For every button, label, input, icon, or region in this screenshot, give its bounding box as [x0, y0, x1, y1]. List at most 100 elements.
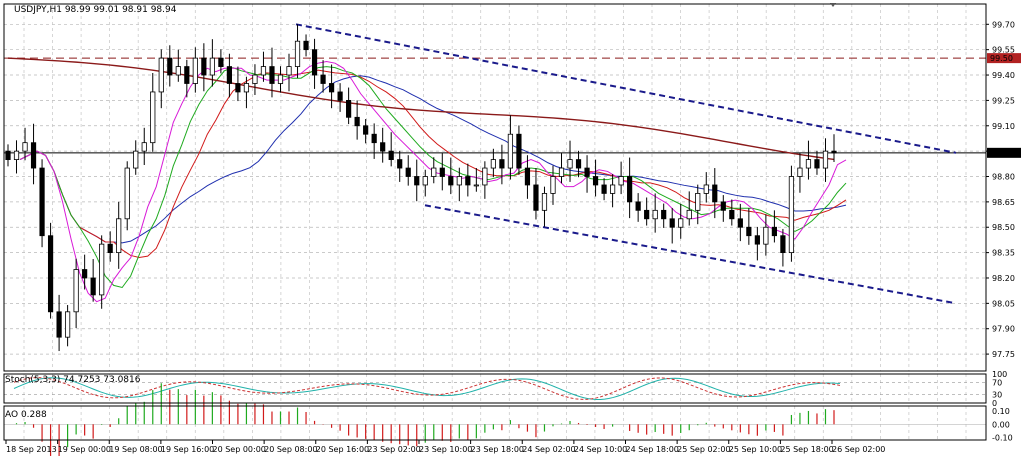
candle-body	[737, 218, 743, 228]
candle-body	[311, 49, 318, 76]
candle-body	[371, 133, 377, 144]
candle-body	[99, 243, 105, 296]
price-label: 99.50	[990, 54, 1013, 63]
candle-body	[116, 218, 122, 254]
candle-body	[831, 150, 837, 154]
candle-body	[363, 125, 369, 135]
candle-body	[218, 57, 224, 67]
awesome-oscillator-panel	[4, 383, 986, 456]
candle-body	[150, 91, 156, 144]
candle-body	[405, 167, 411, 177]
candle-body	[516, 133, 522, 169]
main-title: USDJPY,H1 98.99 99.01 98.91 98.94	[14, 5, 177, 15]
candle-body	[763, 226, 769, 245]
panel-frame	[3, 373, 987, 404]
candles	[5, 24, 837, 352]
stoch-y-tick-label: 30	[992, 390, 1002, 399]
candle-body	[465, 176, 471, 186]
candle-body	[448, 176, 454, 186]
candle-body	[346, 100, 352, 118]
candle-body	[56, 311, 62, 338]
x-tick-label: 19 Sep 08:00	[109, 445, 162, 454]
candle-body	[47, 235, 54, 313]
x-tick-label: 23 Sep 02:00	[367, 445, 420, 454]
panel-frame	[3, 405, 987, 441]
candle-body	[720, 201, 726, 211]
candle-body	[397, 159, 403, 169]
x-tick-label: 24 Sep 18:00	[626, 445, 679, 454]
candle-body	[39, 167, 45, 237]
moving-average-line	[19, 66, 847, 289]
y-tick-label: 98.80	[992, 173, 1015, 182]
candle-body	[729, 209, 735, 220]
candle-body	[303, 40, 309, 51]
candle-body	[456, 176, 462, 186]
y-tick-label: 99.55	[992, 46, 1015, 55]
moving-average-line	[7, 57, 835, 161]
candle-body	[133, 150, 139, 169]
stochastic-panel	[4, 377, 986, 400]
ao-y-tick-label: 0.00	[992, 420, 1010, 429]
candle-body	[431, 167, 437, 177]
candle-body	[635, 201, 641, 211]
ao-y-tick-label: 0.10	[992, 407, 1010, 416]
y-tick-label: 98.65	[992, 198, 1015, 207]
candle-body	[439, 167, 445, 177]
candle-body	[192, 57, 198, 84]
x-tick-label: 23 Sep 18:00	[471, 445, 524, 454]
scroll-marker-icon[interactable]	[830, 3, 836, 7]
candle-body	[558, 167, 565, 177]
y-tick-label: 98.05	[992, 299, 1015, 308]
x-tick-label: 19 Sep 16:00	[161, 445, 214, 454]
candle-body	[201, 57, 207, 76]
candle-body	[286, 66, 292, 76]
candle-body	[703, 184, 709, 194]
candle-body	[90, 277, 96, 296]
y-tick-label: 98.20	[992, 274, 1015, 283]
candle-body	[473, 184, 479, 187]
candle-body	[652, 209, 658, 220]
stoch-y-tick-label: 70	[992, 379, 1002, 388]
candle-body	[175, 66, 181, 76]
y-tick-label: 97.90	[992, 325, 1015, 334]
candle-body	[82, 269, 88, 279]
x-tick-label: 25 Sep 10:00	[729, 445, 782, 454]
stoch-title: Stoch(5,3,3) 74.7253 73.0816	[5, 375, 141, 385]
candle-body	[422, 176, 428, 186]
x-tick-label: 24 Sep 02:00	[522, 445, 575, 454]
candle-body	[328, 83, 335, 93]
candle-body	[592, 176, 599, 186]
candle-body	[73, 269, 79, 313]
y-tick-label: 98.50	[992, 223, 1015, 232]
candle-body	[499, 159, 505, 169]
candle-body	[754, 235, 760, 245]
candle-body	[805, 159, 812, 169]
candle-body	[226, 66, 233, 84]
y-tick-label: 97.75	[992, 350, 1015, 359]
candle-body	[507, 133, 514, 169]
candle-body	[235, 83, 241, 93]
candle-body	[678, 218, 684, 228]
candle-body	[686, 209, 692, 220]
candle-body	[550, 176, 556, 194]
candle-body	[814, 159, 820, 169]
candle-body	[797, 167, 803, 177]
candle-body	[388, 150, 394, 160]
candle-body	[380, 142, 386, 152]
ao-y-tick-label: -0.10	[992, 433, 1013, 442]
candle-body	[695, 193, 701, 211]
ao-title: AO 0.288	[5, 410, 47, 420]
candle-body	[277, 74, 284, 84]
candle-body	[269, 66, 275, 84]
candle-body	[788, 176, 795, 254]
stoch-line	[13, 377, 841, 400]
candle-body	[158, 57, 164, 93]
candle-body	[252, 74, 258, 84]
candle-body	[712, 184, 718, 203]
y-tick-label: 99.70	[992, 20, 1015, 29]
x-tick-label: 23 Sep 10:00	[419, 445, 472, 454]
x-tick-label: 18 Sep 2013	[6, 445, 57, 454]
price-label-box	[987, 53, 1021, 64]
candle-body	[746, 226, 752, 237]
